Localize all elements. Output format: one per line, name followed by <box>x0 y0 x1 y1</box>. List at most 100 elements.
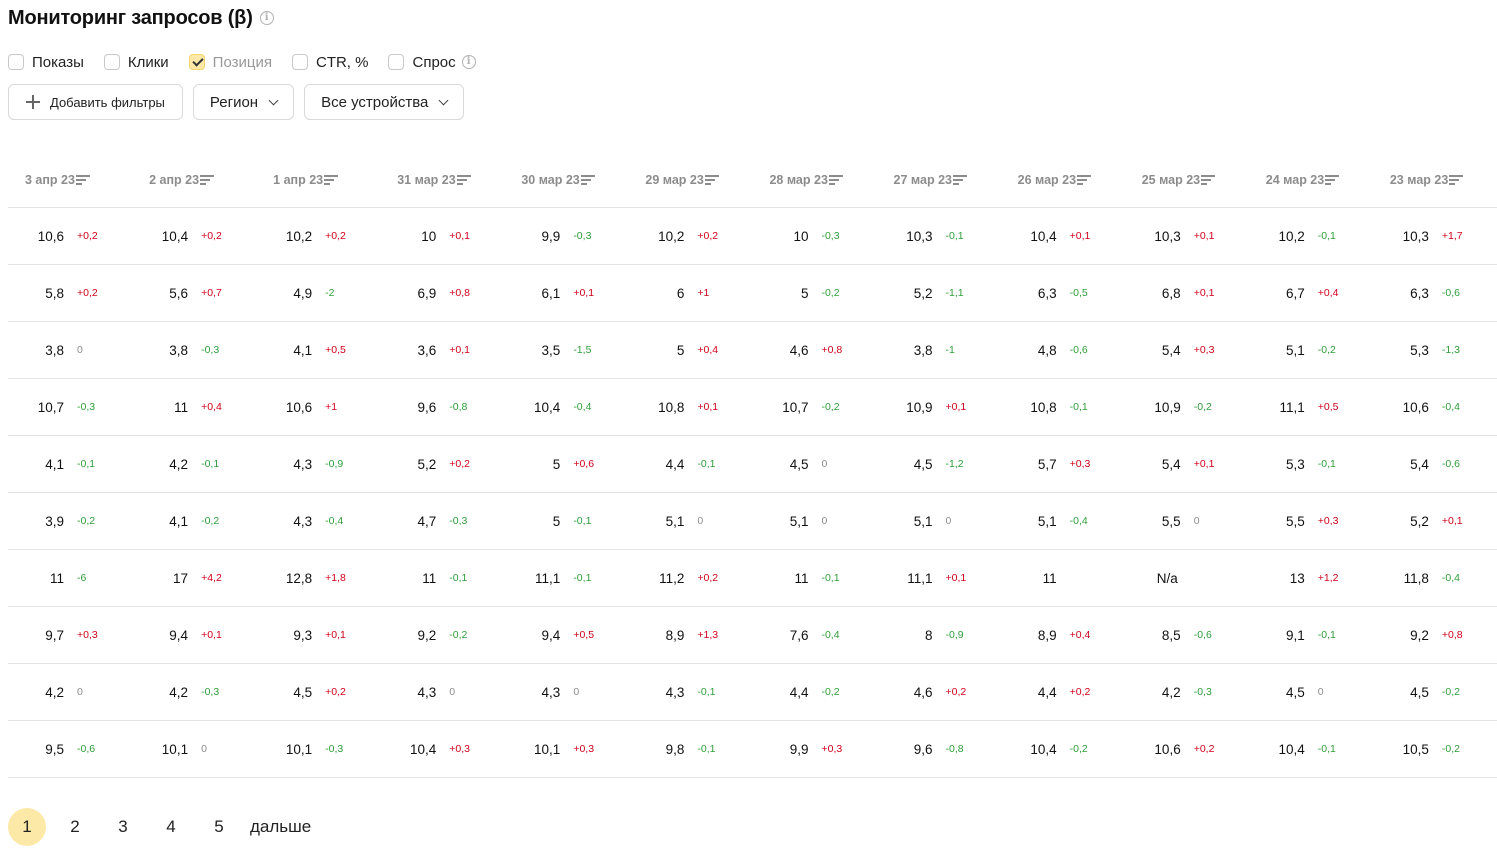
column-header-date[interactable]: 23 мар 23 <box>1373 152 1497 208</box>
position-delta: +0,1 <box>1441 515 1463 527</box>
checkbox-clicks[interactable]: Клики <box>103 54 169 71</box>
sort-icon[interactable] <box>580 175 595 185</box>
table-row: 4,1 -0,1 4,2 -0,1 4,3 -0,9 5,2 +0,2 5 +0,6 4,4 -0,1… <box>8 436 1497 493</box>
position-value: 4,5 <box>1410 684 1429 700</box>
column-header-date[interactable]: 2 апр 23 <box>132 152 256 208</box>
position-value: 10,3 <box>1154 228 1181 244</box>
page-3-button[interactable]: 3 <box>118 817 128 836</box>
table-cell: 5,1 0 <box>628 493 752 549</box>
table-cell: 9,5 -0,6 <box>8 721 132 777</box>
sort-icon[interactable] <box>704 175 719 185</box>
position-delta: -1,2 <box>945 458 964 470</box>
table-cell: 5,8 +0,2 <box>8 265 132 321</box>
column-header-label: 30 мар 23 <box>521 173 580 187</box>
column-header-date[interactable]: 1 апр 23 <box>256 152 380 208</box>
devices-dropdown[interactable]: Все устройства <box>304 84 465 120</box>
position-value: 11 <box>49 570 64 586</box>
column-header-date[interactable]: 24 мар 23 <box>1249 152 1373 208</box>
checkbox-demand[interactable]: Спрос i <box>388 54 476 71</box>
column-header-date[interactable]: 28 мар 23 <box>752 152 876 208</box>
sort-icon[interactable] <box>324 175 339 185</box>
region-label: Регион <box>209 93 259 111</box>
info-icon[interactable]: i <box>461 55 476 69</box>
position-delta: +0,3 <box>821 743 843 755</box>
position-value: 4,2 <box>169 456 189 472</box>
position-value: 11,1 <box>907 570 933 586</box>
table-cell: 4,2 -0,3 <box>1125 664 1249 720</box>
table-cell: 9,7 +0,3 <box>8 607 132 663</box>
page-2-button[interactable]: 2 <box>70 817 80 836</box>
checkbox-position[interactable]: Позиция <box>188 54 272 71</box>
checkbox-ctr[interactable]: CTR, % <box>291 54 368 71</box>
position-value: 4,5 <box>913 456 933 472</box>
column-header-date[interactable]: 27 мар 23 <box>877 152 1001 208</box>
position-value: 6,3 <box>1037 285 1057 301</box>
table-cell: 10,2 +0,2 <box>256 208 380 264</box>
position-delta: -0,2 <box>77 515 96 527</box>
table-cell: 4,4 -0,2 <box>752 664 876 720</box>
position-value: 5,1 <box>1286 342 1305 358</box>
page-4-button[interactable]: 4 <box>166 817 176 836</box>
sort-icon[interactable] <box>75 175 90 185</box>
position-delta: -1,5 <box>573 344 592 356</box>
add-filters-label: Добавить фильтры <box>50 94 165 110</box>
column-header-label: 28 мар 23 <box>769 173 828 187</box>
position-delta: -0,9 <box>325 458 344 470</box>
checkbox-box[interactable] <box>103 54 120 70</box>
checkbox-shows[interactable]: Показы <box>8 54 84 71</box>
column-header-label: 31 мар 23 <box>397 173 456 187</box>
position-delta: -0,1 <box>697 458 716 470</box>
position-delta: -0,4 <box>1069 515 1088 527</box>
page-5-button[interactable]: 5 <box>214 817 224 836</box>
position-delta: -0,2 <box>1441 686 1460 698</box>
column-header-label: 25 мар 23 <box>1141 173 1201 187</box>
checkbox-box[interactable] <box>388 54 405 70</box>
position-delta: +0,2 <box>449 458 470 470</box>
column-header-date[interactable]: 30 мар 23 <box>504 152 628 208</box>
table-cell: 10,6 +0,2 <box>8 208 132 264</box>
sort-icon[interactable] <box>1077 175 1092 185</box>
sort-icon[interactable] <box>200 175 215 185</box>
position-value: 11 <box>174 399 189 415</box>
sort-icon[interactable] <box>456 175 471 185</box>
table-cell: 5,2 +0,2 <box>380 436 504 492</box>
table-cell: 3,5 -1,5 <box>504 322 628 378</box>
info-icon[interactable]: i <box>259 11 274 25</box>
position-value: 10,8 <box>658 399 685 415</box>
column-header-date[interactable]: 3 апр 23 <box>8 152 132 208</box>
sort-icon[interactable] <box>1201 175 1216 185</box>
checkbox-box[interactable] <box>291 54 308 70</box>
table-row: 3,9 -0,2 4,1 -0,2 4,3 -0,4 4,7 -0,3 5 -0,1 5,1 0 5,1… <box>8 493 1497 550</box>
position-delta: +0,1 <box>1193 230 1215 242</box>
position-value: 8,9 <box>1037 627 1057 643</box>
sort-icon[interactable] <box>828 175 843 185</box>
position-delta: -0,6 <box>77 743 96 755</box>
position-delta: +1 <box>325 401 338 413</box>
position-value: 5,4 <box>1161 456 1181 472</box>
region-dropdown[interactable]: Регион <box>192 84 295 120</box>
column-header-date[interactable]: 29 мар 23 <box>628 152 752 208</box>
sort-icon[interactable] <box>1325 175 1340 185</box>
position-value: 5,2 <box>417 456 437 472</box>
page-1-button[interactable]: 1 <box>8 808 46 846</box>
table-cell: 8 -0,9 <box>877 607 1001 663</box>
next-page-link[interactable]: дальше <box>250 817 312 836</box>
add-filters-button[interactable]: Добавить фильтры <box>8 84 183 120</box>
column-header-label: 2 апр 23 <box>149 173 200 187</box>
position-delta: -0,6 <box>1441 458 1460 470</box>
position-delta: 0 <box>77 686 83 698</box>
position-delta: -0,1 <box>1317 629 1336 641</box>
position-delta: +1,2 <box>1317 572 1339 584</box>
position-value: 10,4 <box>534 399 561 415</box>
table-cell: 11,8 -0,4 <box>1373 550 1497 606</box>
checkbox-box[interactable] <box>8 54 24 70</box>
position-delta: -2 <box>325 287 335 299</box>
table-cell: 5,5 +0,3 <box>1249 493 1373 549</box>
sort-icon[interactable] <box>952 175 967 185</box>
sort-icon[interactable] <box>1449 175 1464 185</box>
checkbox-box-checked[interactable] <box>188 54 205 70</box>
table-cell: 13 +1,2 <box>1249 550 1373 606</box>
column-header-date[interactable]: 25 мар 23 <box>1125 152 1249 208</box>
column-header-date[interactable]: 31 мар 23 <box>380 152 504 208</box>
column-header-date[interactable]: 26 мар 23 <box>1001 152 1125 208</box>
